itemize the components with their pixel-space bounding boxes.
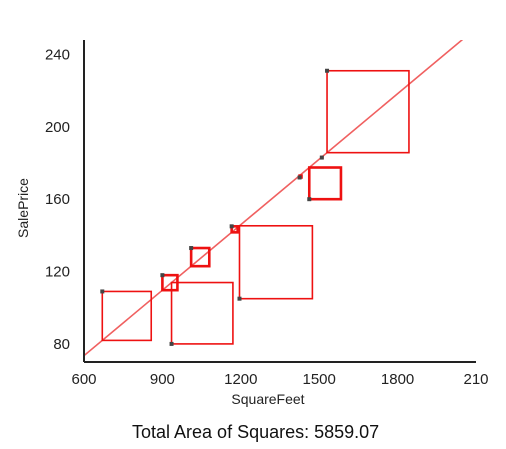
y-tick-label: 160 bbox=[45, 191, 70, 208]
residual-square bbox=[172, 283, 233, 344]
x-tick-label: 1200 bbox=[224, 371, 257, 388]
y-tick-label: 80 bbox=[53, 336, 70, 353]
y-axis-label: SalePrice bbox=[15, 178, 31, 238]
x-tick-label: 900 bbox=[150, 371, 175, 388]
x-axis-label: SquareFeet bbox=[231, 391, 304, 407]
scatter-chart: 600 900 1200 1500 1800 210 80 120 160 200 240 Squ… bbox=[0, 0, 506, 420]
x-tick-label: 600 bbox=[71, 371, 96, 388]
chart-marks bbox=[84, 28, 476, 355]
data-point bbox=[170, 342, 174, 346]
data-point bbox=[160, 273, 164, 277]
y-tick-labels: 80 120 160 200 240 bbox=[45, 46, 70, 352]
x-tick-label: 1800 bbox=[381, 371, 414, 388]
data-point bbox=[230, 224, 234, 228]
data-point bbox=[298, 175, 302, 179]
residual-square bbox=[239, 226, 312, 299]
regression-line bbox=[84, 28, 476, 355]
x-tick-label: 1500 bbox=[303, 371, 336, 388]
data-point bbox=[100, 289, 104, 293]
y-tick-label: 200 bbox=[45, 119, 70, 136]
y-tick-label: 120 bbox=[45, 264, 70, 281]
data-point bbox=[320, 156, 324, 160]
x-tick-label: 210 bbox=[463, 371, 488, 388]
residual-square bbox=[327, 71, 409, 153]
x-tick-labels: 600 900 1200 1500 1800 210 bbox=[71, 371, 488, 388]
residual-square bbox=[309, 168, 341, 200]
data-point bbox=[189, 246, 193, 250]
residual-square bbox=[102, 291, 151, 340]
data-point bbox=[237, 297, 241, 301]
y-tick-label: 240 bbox=[45, 46, 70, 63]
data-point bbox=[307, 197, 311, 201]
data-point bbox=[325, 69, 329, 73]
total-area-text: Total Area of Squares: 5859.07 bbox=[132, 422, 379, 443]
